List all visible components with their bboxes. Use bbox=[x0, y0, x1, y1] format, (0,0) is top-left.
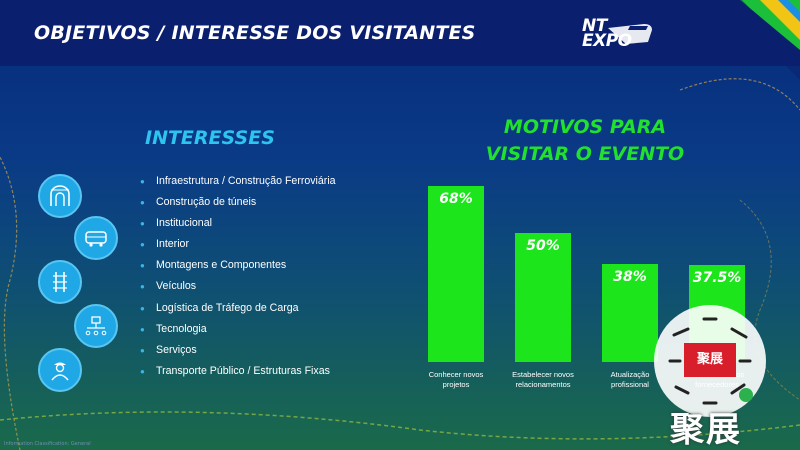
interest-item: ● Tecnologia bbox=[140, 319, 336, 340]
chart-title: MOTIVOS PARA VISITAR O EVENTO bbox=[460, 114, 710, 168]
interest-item: ● Construção de túneis bbox=[140, 192, 336, 213]
interest-label: Serviços bbox=[156, 343, 197, 356]
category-label: Estabelecer novos relacionamentos bbox=[498, 370, 588, 390]
category-label: Atualização profissional bbox=[585, 370, 675, 390]
interest-item: ● Serviços bbox=[140, 340, 336, 361]
logo-line-nt: NT bbox=[582, 16, 607, 36]
train-icon bbox=[74, 216, 118, 260]
interest-label: Logística de Tráfego de Carga bbox=[156, 301, 299, 314]
bar-value-label: 38% bbox=[613, 268, 647, 285]
header-bar bbox=[0, 0, 800, 66]
chart-title-line: MOTIVOS PARA bbox=[503, 116, 667, 138]
category-label-line: Atualização bbox=[610, 370, 650, 379]
bullet-icon: ● bbox=[140, 324, 145, 334]
bar-value-label: 68% bbox=[439, 191, 473, 207]
bar bbox=[515, 232, 571, 362]
train-swoosh-icon bbox=[608, 24, 652, 44]
interest-label: Transporte Público / Estruturas Fixas bbox=[156, 364, 330, 377]
bullet-icon: ● bbox=[140, 303, 145, 313]
network-icon bbox=[74, 304, 118, 348]
category-label-line: Estabelecer novos bbox=[512, 370, 574, 379]
page-title: OBJETIVOS / INTERESSE DOS VISITANTES bbox=[34, 22, 476, 44]
interest-label: Infraestrutura / Construção Ferroviária bbox=[156, 175, 336, 187]
interests-title: INTERESSES bbox=[145, 127, 275, 149]
railway-track-icon bbox=[38, 260, 82, 304]
watermark-badge: 聚展 bbox=[684, 343, 736, 377]
bar bbox=[602, 263, 658, 362]
interest-item: ● Transporte Público / Estruturas Fixas bbox=[140, 361, 336, 382]
category-label-line: relacionamentos bbox=[515, 380, 571, 389]
qr-pattern bbox=[668, 317, 753, 405]
category-label-line: Conhecer novos bbox=[428, 370, 484, 379]
bar-value-label: 50% bbox=[526, 237, 560, 254]
interest-list: ● Infraestrutura / Construção Ferroviária… bbox=[140, 171, 336, 382]
interest-label: Montagens e Componentes bbox=[156, 259, 287, 272]
chart-title-line: VISITAR O EVENTO bbox=[485, 143, 685, 165]
bar-value-label: 37.5% bbox=[692, 269, 742, 286]
bullet-icon: ● bbox=[140, 366, 145, 376]
qr-code-watermark: 聚展 bbox=[654, 305, 766, 417]
worker-icon bbox=[38, 348, 82, 392]
nt-expo-logo: NT EXPO bbox=[582, 18, 654, 56]
interest-item: ● Logística de Tráfego de Carga bbox=[140, 298, 336, 319]
bullet-icon: ● bbox=[140, 345, 145, 355]
interest-item: ● Infraestrutura / Construção Ferroviária bbox=[140, 171, 336, 192]
category-label-line: projetos bbox=[442, 380, 470, 389]
bullet-icon: ● bbox=[140, 219, 145, 229]
interest-label: Veículos bbox=[156, 280, 197, 293]
interest-item: ● Veículos bbox=[140, 276, 336, 297]
interest-item: ● Institucional bbox=[140, 213, 336, 234]
tunnel-icon bbox=[38, 174, 82, 218]
interest-label: Interior bbox=[156, 238, 189, 251]
interest-item: ● Interior bbox=[140, 234, 336, 255]
category-label-line: profissional bbox=[611, 380, 649, 389]
bullet-icon: ● bbox=[140, 282, 145, 292]
interest-label: Tecnologia bbox=[156, 322, 207, 335]
category-label: Conhecer novos projetos bbox=[411, 370, 501, 390]
bullet-icon: ● bbox=[140, 177, 145, 186]
interest-label: Construção de túneis bbox=[156, 196, 257, 209]
bullet-icon: ● bbox=[140, 261, 145, 271]
bar bbox=[428, 186, 484, 362]
watermark-text: 聚展 bbox=[670, 410, 742, 450]
bullet-icon: ● bbox=[140, 198, 145, 208]
bullet-icon: ● bbox=[140, 240, 145, 250]
interest-label: Institucional bbox=[156, 217, 212, 230]
interest-item: ● Montagens e Componentes bbox=[140, 255, 336, 276]
corner-decoration bbox=[720, 0, 800, 80]
footer-note: Information Classification: General bbox=[4, 441, 91, 447]
